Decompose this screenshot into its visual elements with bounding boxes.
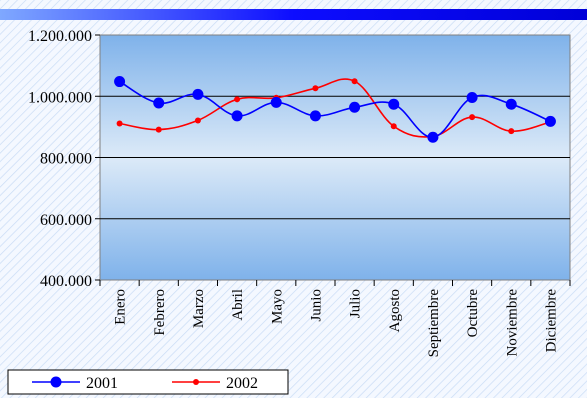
data-point-2001 bbox=[544, 115, 556, 127]
data-point-2002 bbox=[155, 126, 162, 133]
data-point-2001 bbox=[192, 88, 204, 100]
data-point-2002 bbox=[508, 128, 515, 135]
data-point-2002 bbox=[312, 85, 319, 92]
x-tick-label: Marzo bbox=[191, 289, 207, 328]
x-tick-label: Enero bbox=[113, 289, 129, 325]
data-point-2001 bbox=[349, 101, 361, 113]
legend-label: 2002 bbox=[226, 375, 258, 392]
data-point-2001 bbox=[153, 97, 165, 109]
data-point-2002 bbox=[469, 114, 476, 121]
data-point-2001 bbox=[231, 110, 243, 122]
x-tick-label: Mayo bbox=[269, 289, 285, 324]
x-tick-label: Diciembre bbox=[543, 289, 559, 353]
x-tick-label: Junio bbox=[308, 289, 324, 322]
y-tick-label: 600.000 bbox=[40, 212, 92, 229]
data-point-2002 bbox=[234, 96, 241, 103]
data-point-2001 bbox=[505, 98, 517, 110]
y-tick-label: 800.000 bbox=[40, 151, 92, 168]
legend-label: 2001 bbox=[86, 375, 118, 392]
top-band bbox=[0, 9, 587, 20]
legend: 2001 2002 bbox=[7, 369, 289, 395]
x-tick-label: Octubre bbox=[465, 289, 481, 338]
data-point-2001 bbox=[309, 110, 321, 122]
x-tick-label: Agosto bbox=[387, 289, 403, 332]
x-tick-label: Septiembre bbox=[426, 289, 442, 358]
y-tick-label: 1.200.000 bbox=[28, 28, 92, 45]
series-group bbox=[114, 76, 556, 143]
series-line-2002 bbox=[119, 78, 551, 138]
x-tick-label: Julio bbox=[348, 289, 364, 318]
data-point-2001 bbox=[388, 98, 400, 110]
data-point-2002 bbox=[116, 120, 123, 127]
data-point-2002 bbox=[390, 123, 397, 130]
y-tick-label: 1.000.000 bbox=[28, 89, 92, 106]
data-point-2001 bbox=[427, 131, 439, 143]
x-axis: Enero Febrero Marzo Abril Mayo Junio Julio Agos… bbox=[99, 280, 571, 358]
y-axis: 400.000 600.000 800.000 1.000.000 1.200.000 bbox=[28, 28, 100, 290]
data-point-2001 bbox=[466, 91, 478, 103]
y-tick-label: 400.000 bbox=[40, 273, 92, 290]
data-point-2002 bbox=[194, 117, 201, 124]
legend-swatch-marker bbox=[193, 379, 199, 385]
data-point-2001 bbox=[114, 76, 126, 88]
x-tick-label: Febrero bbox=[152, 289, 168, 336]
data-point-2001 bbox=[270, 96, 282, 108]
x-tick-label: Abril bbox=[230, 289, 246, 321]
legend-swatch-marker bbox=[50, 376, 62, 388]
data-point-2002 bbox=[351, 78, 358, 85]
x-tick-label: Noviembre bbox=[504, 289, 520, 357]
